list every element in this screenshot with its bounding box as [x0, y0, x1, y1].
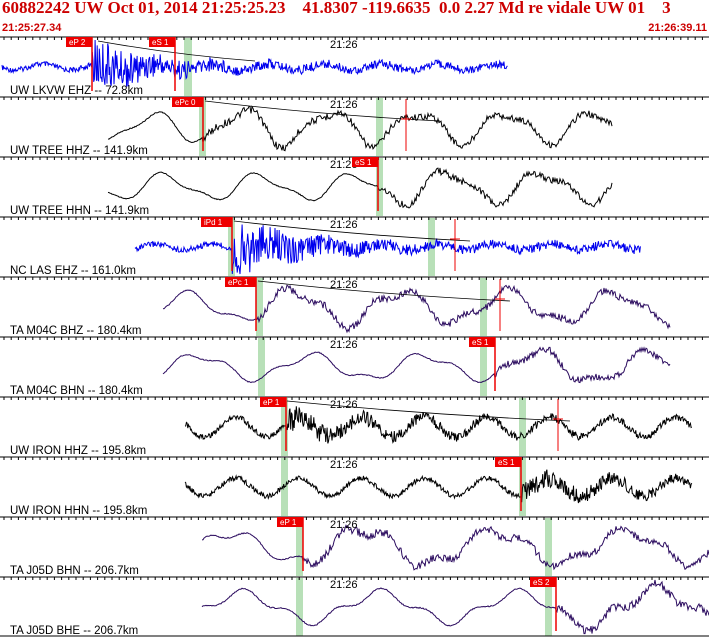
theoretical-arrival-curve [233, 220, 471, 242]
phase-pick[interactable]: eS 1 [495, 457, 522, 511]
phase-pick-label: eP 2 [69, 38, 86, 47]
minute-tick-label: 21:26 [330, 399, 358, 411]
station-label: UW IRON HHN -- 195.8km [10, 505, 147, 517]
arrival-window [256, 278, 263, 336]
phase-pick[interactable]: iPd 1 [201, 217, 233, 271]
phase-pick-label: eS 1 [498, 458, 515, 467]
waveform-trace[interactable] [201, 524, 709, 571]
arrival-window [376, 98, 383, 156]
phase-pick[interactable]: eS 1 [149, 37, 176, 91]
phase-pick-label: ePc 1 [228, 278, 249, 287]
phase-pick-label: eP 1 [263, 398, 280, 407]
minute-tick-label: 21:26 [330, 519, 358, 531]
phase-pick-label: eP 1 [280, 518, 297, 527]
waveform-trace[interactable] [134, 224, 641, 275]
arrival-window [296, 578, 303, 636]
phase-pick-label: eS 1 [472, 338, 489, 347]
phase-pick-label: eS 1 [355, 158, 372, 167]
theoretical-arrival-curve [257, 280, 511, 302]
minute-tick-label: 21:26 [330, 159, 358, 171]
phase-pick[interactable]: ePc 1 [225, 277, 257, 331]
station-label: TA J05D BHN -- 206.7km [10, 565, 139, 577]
waveform-trace[interactable] [201, 579, 709, 635]
waveform-trace[interactable] [1, 39, 508, 87]
arrival-window [545, 518, 552, 576]
phase-pick[interactable]: eP 1 [260, 397, 287, 451]
waveform-trace[interactable] [162, 284, 671, 334]
panel-separator [0, 396, 709, 400]
arrival-window [296, 518, 303, 576]
station-label: UW TREE HHN -- 141.9km [10, 205, 149, 217]
panel-separator [0, 96, 709, 100]
phase-pick[interactable]: eP 2 [66, 37, 93, 91]
minute-tick-label: 21:26 [330, 459, 358, 471]
station-label: UW IRON HHZ -- 195.8km [10, 445, 146, 457]
event-header: 60882242 UW Oct 01, 2014 21:25:25.23 41.… [2, 0, 671, 17]
phase-pick-label: eS 2 [533, 578, 550, 587]
minute-tick-label: 21:26 [330, 579, 358, 591]
panel-separator [0, 456, 709, 460]
minute-tick-label: 21:26 [330, 39, 358, 51]
station-label: UW LKVW EHZ -- 72.8km [10, 85, 143, 97]
phase-pick[interactable]: eS 2 [530, 577, 557, 631]
minute-tick-label: 21:26 [330, 339, 358, 351]
minute-tick-label: 21:26 [330, 219, 358, 231]
waveform-trace[interactable] [107, 167, 613, 209]
waveform-trace[interactable] [107, 105, 613, 152]
phase-pick-label: ePc 0 [175, 98, 196, 107]
phase-pick[interactable]: ePc 0 [172, 97, 204, 151]
phase-pick[interactable]: eP 1 [277, 517, 304, 571]
minute-tick-label: 21:26 [330, 99, 358, 111]
arrival-window [258, 338, 265, 396]
station-label: TA M04C BHZ -- 180.4km [10, 325, 141, 337]
waveform-trace[interactable] [162, 346, 671, 384]
theoretical-arrival-curve [97, 40, 256, 62]
phase-pick[interactable]: eS 1 [352, 157, 379, 211]
station-label: TA J05D BHE -- 206.7km [10, 625, 138, 637]
start-time: 21:25:27.34 [2, 22, 62, 34]
arrival-window [376, 158, 383, 216]
station-label: TA M04C BHN -- 180.4km [10, 385, 143, 397]
arrival-window [281, 398, 288, 456]
arrival-window [519, 398, 526, 456]
phase-pick-label: eS 1 [152, 38, 169, 47]
waveform-trace[interactable] [184, 406, 693, 444]
end-time: 21:26:39.11 [648, 22, 707, 34]
waveform-trace[interactable] [184, 469, 693, 504]
arrival-window [480, 278, 487, 336]
station-label: UW TREE HHZ -- 141.9km [10, 145, 148, 157]
minute-tick-label: 21:26 [330, 279, 358, 291]
panel-separator [0, 516, 709, 520]
station-label: NC LAS EHZ -- 161.0km [10, 265, 136, 277]
arrival-window [480, 338, 487, 396]
phase-pick-label: iPd 1 [204, 218, 223, 227]
phase-pick[interactable]: eS 1 [469, 337, 496, 391]
theoretical-arrival-curve [286, 400, 571, 422]
panel-separator [0, 216, 709, 220]
